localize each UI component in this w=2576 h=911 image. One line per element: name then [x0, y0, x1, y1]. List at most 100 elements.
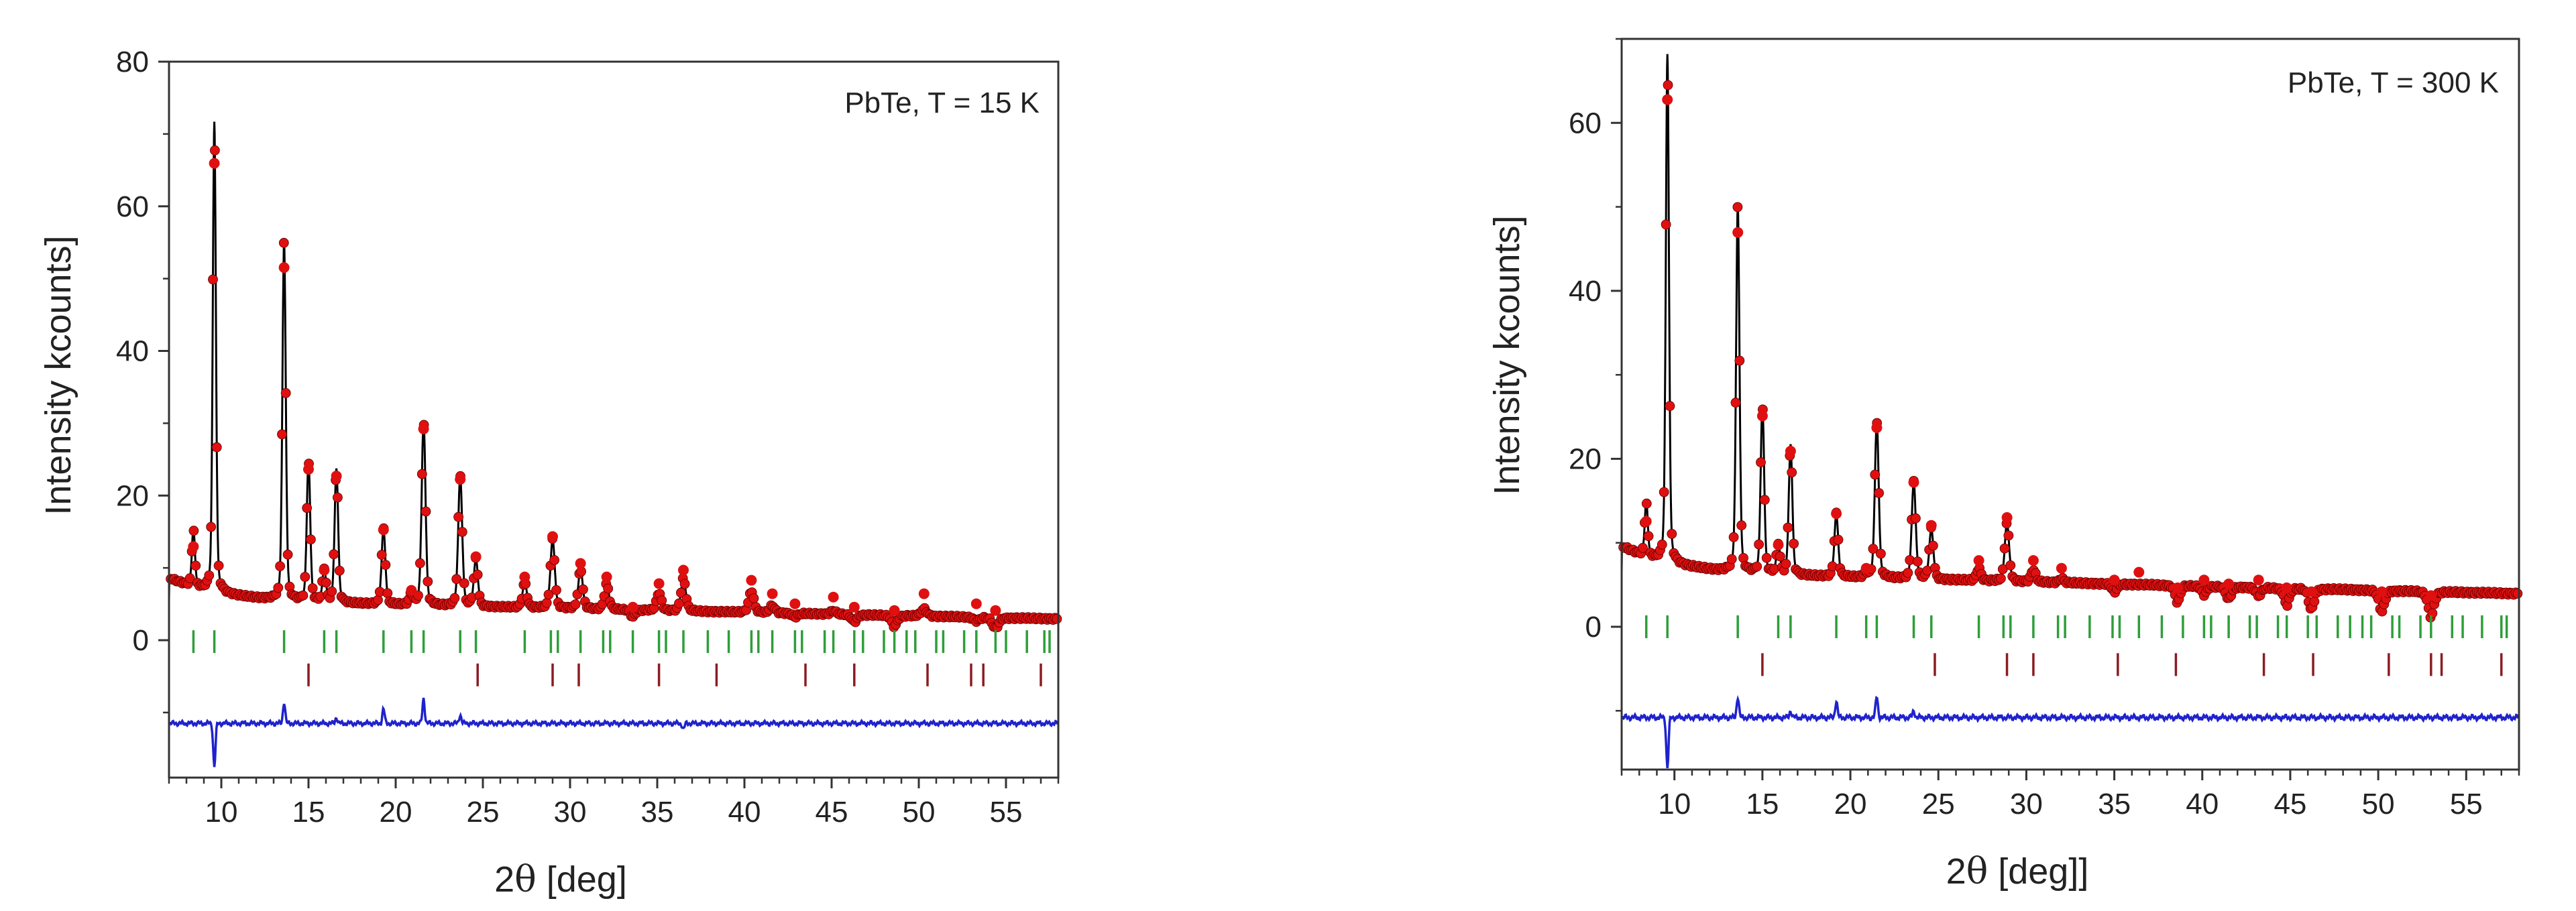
- observed-peak-point: [1871, 422, 1883, 433]
- observed-point: [1789, 538, 1799, 549]
- observed-point: [373, 595, 383, 605]
- observed-point: [213, 560, 224, 571]
- observed-peak-point: [2281, 582, 2292, 593]
- observed-point: [1995, 573, 2006, 584]
- observed-point: [282, 549, 293, 560]
- observed-peak-point: [1925, 520, 1937, 531]
- observed-point: [305, 534, 316, 545]
- x-tick-label: 10: [205, 796, 238, 829]
- observed-peak-point: [1732, 227, 1744, 238]
- observed-peak-point: [990, 605, 1001, 616]
- observed-point: [449, 593, 460, 603]
- observed-point: [1661, 219, 1671, 230]
- observed-point: [278, 237, 289, 248]
- y-tick-label: 20: [1569, 442, 1602, 475]
- reflection-markers-phase2: [307, 663, 1042, 686]
- observed-peak-point: [678, 564, 689, 576]
- observed-peak-point: [889, 605, 900, 616]
- observed-peak-point: [188, 541, 199, 552]
- observed-peak-point: [2306, 586, 2317, 597]
- observed-point: [1734, 355, 1745, 366]
- x-axis-title: 2θ [deg]]: [1946, 850, 2089, 892]
- observed-point: [211, 442, 222, 452]
- observed-point: [541, 597, 552, 608]
- x-tick-label: 40: [2186, 788, 2219, 821]
- observed-point: [1833, 534, 1844, 545]
- observed-point: [188, 526, 199, 536]
- panel-annotation: PbTe, T = 15 K: [844, 86, 1040, 119]
- observed-peak-point: [970, 598, 982, 609]
- observed-point: [1999, 543, 2010, 554]
- x-tick-label: 55: [990, 796, 1023, 829]
- observed-point: [332, 492, 343, 503]
- observed-point: [679, 579, 690, 589]
- observed-peak-point: [627, 601, 638, 613]
- observed-point: [1756, 457, 1766, 468]
- observed-peak-point: [2056, 562, 2067, 574]
- observed-point: [1787, 467, 1797, 478]
- observed-peak-point: [1831, 508, 1842, 520]
- observed-point: [1667, 529, 1677, 539]
- observed-point: [2309, 596, 2320, 607]
- observed-peak-point: [2172, 582, 2183, 593]
- observed-point: [2005, 560, 2016, 570]
- observed-point: [2427, 608, 2438, 619]
- observed-peak-point: [2027, 555, 2039, 566]
- observed-point: [416, 469, 427, 479]
- observed-peak-point: [2133, 566, 2145, 578]
- observed-point: [1912, 556, 1923, 567]
- observed-point: [1638, 542, 1648, 553]
- observed-point: [321, 577, 331, 588]
- x-tick-label: 25: [467, 796, 500, 829]
- observed-point: [415, 558, 425, 568]
- y-tick-label: 40: [1569, 275, 1602, 308]
- observed-peak-point: [455, 474, 466, 485]
- observed-point: [329, 549, 339, 560]
- panel-annotation: PbTe, T = 300 K: [2288, 66, 2499, 99]
- observed-point: [275, 561, 286, 571]
- observed-point: [451, 574, 462, 585]
- y-tick-label: 0: [133, 624, 149, 657]
- observed-peak-point: [406, 585, 417, 596]
- observed-points: [166, 145, 1062, 633]
- observed-peak-point: [1640, 515, 1652, 527]
- y-tick-label: 60: [116, 190, 149, 223]
- x-tick-label: 45: [816, 796, 848, 829]
- x-tick-label: 15: [1746, 788, 1779, 821]
- x-tick-label: 55: [2450, 788, 2483, 821]
- observed-point: [277, 429, 287, 440]
- observed-point: [551, 585, 561, 595]
- y-tick-label: 40: [116, 335, 149, 368]
- y-axis-title: Intensity kcounts]: [1487, 215, 1527, 495]
- observed-point: [1781, 558, 1791, 569]
- observed-peak-point: [789, 598, 801, 609]
- observed-peak-point: [575, 558, 586, 569]
- observed-peak-point: [278, 262, 290, 274]
- x-tick-label: 45: [2274, 788, 2306, 821]
- observed-point: [190, 560, 201, 571]
- observed-point: [1641, 498, 1652, 509]
- observed-peak-point: [2376, 586, 2388, 597]
- observed-point: [459, 578, 469, 589]
- observed-peak-point: [209, 158, 220, 169]
- observed-point: [206, 522, 217, 532]
- observed-point: [1663, 80, 1673, 90]
- observed-peak-point: [2109, 574, 2120, 586]
- observed-point: [380, 560, 391, 570]
- reflection-markers-phase1: [1644, 615, 2508, 639]
- y-axis-title: Intensity kcounts]: [38, 235, 78, 515]
- calculated-profile-line: [168, 121, 1058, 630]
- reflection-markers-phase2: [1761, 653, 2503, 676]
- observed-point: [1875, 548, 1886, 559]
- x-tick-label: 50: [2362, 788, 2395, 821]
- plot-panel-15k: PbTe, T = 15 K 2θ [deg] Intensity kcount…: [38, 46, 1062, 900]
- observed-point: [327, 586, 337, 597]
- observed-peak-point: [1773, 539, 1784, 550]
- observed-peak-point: [1908, 477, 1919, 488]
- x-tick-label: 30: [2010, 788, 2043, 821]
- observed-point: [421, 506, 431, 517]
- observed-point: [1659, 487, 1669, 497]
- observed-point: [1927, 540, 1938, 551]
- x-tick-label: 35: [2098, 788, 2131, 821]
- observed-point: [382, 588, 393, 599]
